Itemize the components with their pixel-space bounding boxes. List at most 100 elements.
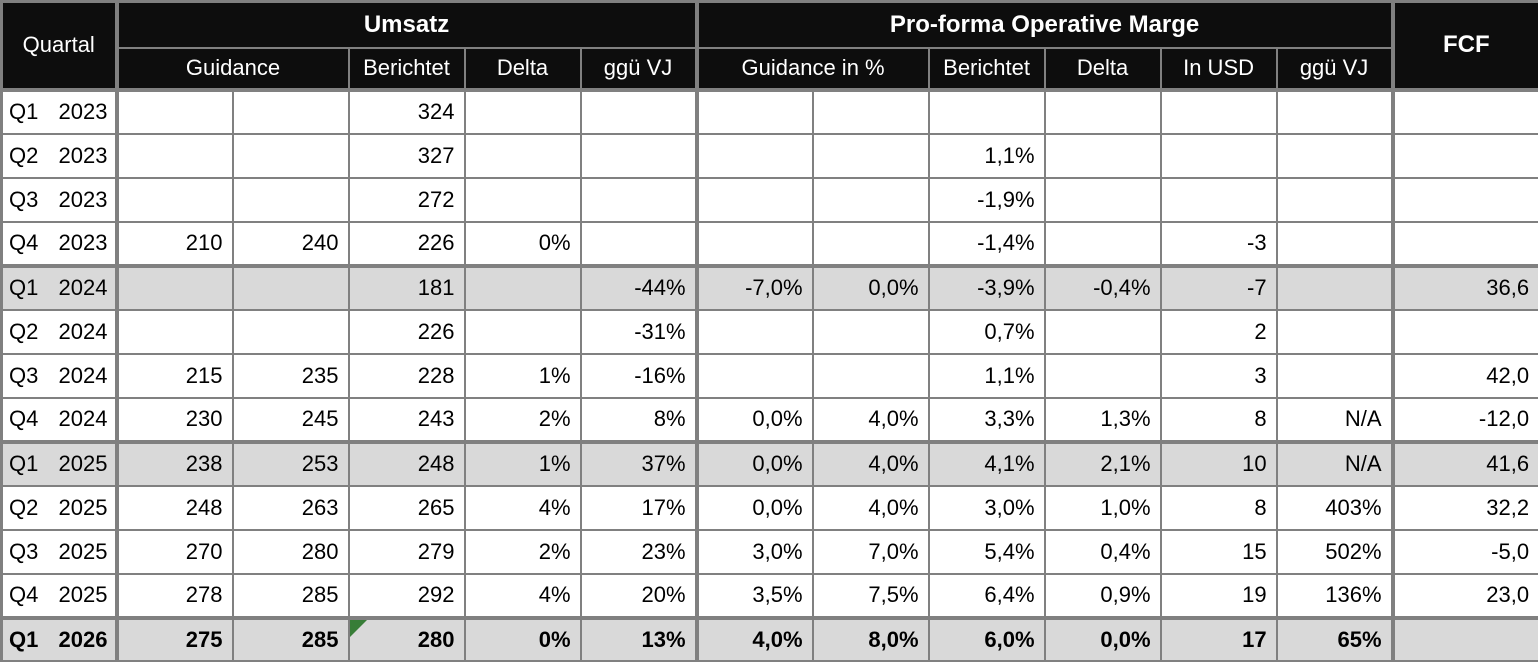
table-cell[interactable]: 243 [347,396,466,443]
table-cell[interactable]: 245 [231,396,350,443]
table-cell[interactable]: 10 [1159,439,1278,487]
quarter-cell[interactable]: Q1 2023 [0,87,119,135]
table-cell[interactable]: 65% [1275,615,1395,662]
table-cell[interactable] [1275,308,1395,355]
table-cell[interactable] [1043,220,1162,267]
subheader-marge-berichtet[interactable]: Berichtet [927,46,1046,91]
header-umsatz[interactable]: Umsatz [115,0,699,49]
quarter-cell[interactable]: Q2 2024 [0,308,119,355]
table-cell[interactable]: 42,0 [1391,352,1538,399]
table-cell[interactable] [811,308,930,355]
quarter-cell[interactable]: Q3 2025 [0,528,119,575]
table-cell[interactable]: 0,7% [927,308,1046,355]
table-cell[interactable]: 235 [231,352,350,399]
table-cell[interactable]: 4% [463,572,582,619]
header-fcf[interactable]: FCF [1391,0,1538,91]
table-cell[interactable] [1043,87,1162,135]
table-cell[interactable] [1391,87,1538,135]
table-cell[interactable]: -0,4% [1043,263,1162,311]
subheader-marge-guidance-pct[interactable]: Guidance in % [695,46,930,91]
table-cell[interactable]: 8% [579,396,699,443]
table-cell[interactable]: N/A [1275,439,1395,487]
table-cell[interactable] [115,132,234,179]
table-cell[interactable]: 2% [463,396,582,443]
table-cell[interactable]: 4,0% [811,484,930,531]
table-cell[interactable] [231,176,350,223]
table-cell[interactable]: N/A [1275,396,1395,443]
table-cell[interactable]: 0,0% [695,396,814,443]
table-cell[interactable]: 3,3% [927,396,1046,443]
table-cell[interactable]: 19 [1159,572,1278,619]
table-cell[interactable]: 2 [1159,308,1278,355]
table-cell[interactable]: 270 [115,528,234,575]
table-cell[interactable]: 181 [347,263,466,311]
table-cell[interactable] [1043,352,1162,399]
table-cell[interactable]: 0,4% [1043,528,1162,575]
table-cell[interactable] [1043,132,1162,179]
table-cell[interactable]: -3 [1159,220,1278,267]
table-cell[interactable]: -16% [579,352,699,399]
table-cell[interactable] [1391,615,1538,662]
table-cell[interactable] [695,308,814,355]
table-cell[interactable]: 6,0% [927,615,1046,662]
table-cell[interactable]: 4% [463,484,582,531]
table-cell[interactable] [463,263,582,311]
table-cell[interactable]: 17% [579,484,699,531]
table-cell[interactable]: 1,1% [927,352,1046,399]
table-cell[interactable] [1159,87,1278,135]
table-cell[interactable]: 4,0% [811,439,930,487]
quarter-cell[interactable]: Q2 2025 [0,484,119,531]
subheader-umsatz-berichtet[interactable]: Berichtet [347,46,466,91]
table-cell[interactable] [695,132,814,179]
table-cell[interactable]: 292 [347,572,466,619]
table-cell[interactable]: 23,0 [1391,572,1538,619]
table-cell[interactable] [231,308,350,355]
table-cell[interactable]: 5,4% [927,528,1046,575]
table-cell[interactable]: -31% [579,308,699,355]
table-cell[interactable]: 275 [115,615,234,662]
table-cell[interactable]: 37% [579,439,699,487]
table-cell[interactable]: 1,1% [927,132,1046,179]
table-cell[interactable]: 3,0% [927,484,1046,531]
subheader-umsatz-delta[interactable]: Delta [463,46,582,91]
quarter-cell[interactable]: Q2 2023 [0,132,119,179]
table-cell[interactable]: 0,0% [695,484,814,531]
table-cell[interactable] [1275,176,1395,223]
table-cell[interactable]: 32,2 [1391,484,1538,531]
table-cell[interactable]: 285 [231,615,350,662]
subheader-umsatz-guidance[interactable]: Guidance [115,46,350,91]
table-cell[interactable] [1159,132,1278,179]
quarter-cell[interactable]: Q3 2023 [0,176,119,223]
table-cell[interactable] [1043,176,1162,223]
table-cell[interactable]: 15 [1159,528,1278,575]
header-proforma-marge[interactable]: Pro-forma Operative Marge [695,0,1395,49]
table-cell[interactable]: 6,4% [927,572,1046,619]
table-cell[interactable]: 4,1% [927,439,1046,487]
table-cell[interactable]: 272 [347,176,466,223]
table-cell[interactable]: 0,0% [1043,615,1162,662]
table-cell[interactable] [579,220,699,267]
table-cell[interactable]: 228 [347,352,466,399]
table-cell[interactable]: 41,6 [1391,439,1538,487]
table-cell[interactable]: 20% [579,572,699,619]
table-cell[interactable]: 238 [115,439,234,487]
subheader-marge-in-usd[interactable]: In USD [1159,46,1278,91]
table-cell[interactable]: -1,9% [927,176,1046,223]
quarter-cell[interactable]: Q1 2025 [0,439,119,487]
table-cell[interactable] [811,87,930,135]
table-cell[interactable] [1391,220,1538,267]
table-cell[interactable]: 2,1% [1043,439,1162,487]
table-cell[interactable] [115,263,234,311]
table-cell[interactable]: 280 [347,615,466,662]
table-cell[interactable] [695,87,814,135]
table-cell[interactable]: 4,0% [695,615,814,662]
table-cell[interactable]: 3 [1159,352,1278,399]
quarter-cell[interactable]: Q4 2024 [0,396,119,443]
table-cell[interactable]: 403% [1275,484,1395,531]
table-cell[interactable]: 240 [231,220,350,267]
table-cell[interactable] [1043,308,1162,355]
table-cell[interactable]: -44% [579,263,699,311]
table-cell[interactable]: 0% [463,220,582,267]
table-cell[interactable]: 1% [463,439,582,487]
subheader-marge-ggue-vj[interactable]: ggü VJ [1275,46,1395,91]
